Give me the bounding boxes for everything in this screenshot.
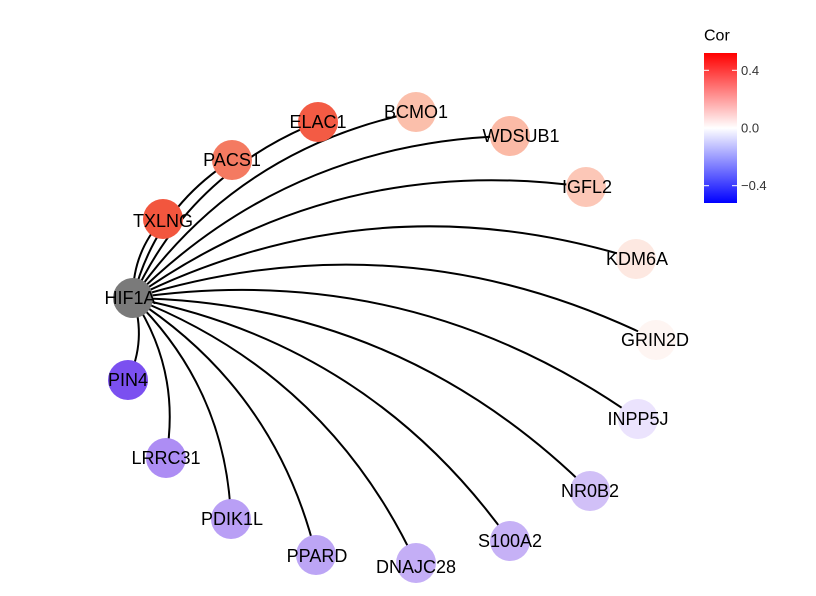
node-circle[interactable] (566, 167, 606, 207)
hub-node[interactable]: HIF1A (104, 278, 156, 318)
node-label: PACS1 (203, 150, 261, 170)
hub-label: HIF1A (104, 288, 155, 308)
node-circle[interactable] (298, 102, 338, 142)
node-label: INPP5J (607, 409, 668, 429)
edge-inpp5j (132, 288, 639, 420)
node-circle[interactable] (396, 92, 436, 132)
hub-circle[interactable] (113, 278, 153, 318)
node-label: LRRC31 (131, 448, 200, 468)
edge-dnajc28 (132, 297, 417, 564)
node-label: DNAJC28 (376, 557, 456, 577)
node-grin2d[interactable]: GRIN2D (621, 320, 689, 360)
edge-bcmo1 (132, 111, 417, 299)
node-wdsub1[interactable]: WDSUB1 (482, 116, 560, 156)
node-circle[interactable] (616, 239, 656, 279)
edge-lrrc31 (132, 297, 171, 459)
node-circle[interactable] (108, 360, 148, 400)
node-circle[interactable] (570, 471, 610, 511)
legend-ticks: 0.4 0.0 −0.4 (704, 63, 767, 193)
node-ppard[interactable]: PPARD (287, 535, 348, 575)
edge-s100a2 (132, 297, 511, 542)
legend-tick-label: −0.4 (741, 178, 767, 193)
node-circle[interactable] (636, 320, 676, 360)
node-label: GRIN2D (621, 330, 689, 350)
node-circle[interactable] (296, 535, 336, 575)
node-kdm6a[interactable]: KDM6A (606, 239, 668, 279)
edges (127, 111, 657, 564)
node-label: WDSUB1 (482, 126, 559, 146)
node-igfl2[interactable]: IGFL2 (562, 167, 612, 207)
node-label: PPARD (287, 546, 348, 566)
legend-colorbar (704, 53, 737, 203)
node-circle[interactable] (618, 399, 658, 439)
node-label: ELAC1 (289, 112, 346, 132)
edge-nr0b2 (132, 297, 591, 492)
legend-tick-label: 0.0 (741, 121, 759, 136)
legend-title: Cor (704, 28, 730, 45)
edge-kdm6a (132, 225, 637, 299)
node-label: BCMO1 (384, 102, 448, 122)
node-circle[interactable] (143, 199, 183, 239)
node-s100a2[interactable]: S100A2 (478, 521, 542, 561)
node-circle[interactable] (490, 116, 530, 156)
node-label: PDIK1L (201, 509, 263, 529)
node-label: S100A2 (478, 531, 542, 551)
node-pdik1l[interactable]: PDIK1L (201, 499, 263, 539)
node-circle[interactable] (146, 438, 186, 478)
node-elac1[interactable]: ELAC1 (289, 102, 347, 142)
node-lrrc31[interactable]: LRRC31 (131, 438, 201, 478)
node-circle[interactable] (396, 543, 436, 583)
node-circle[interactable] (211, 499, 251, 539)
node-label: KDM6A (606, 249, 668, 269)
node-pacs1[interactable]: PACS1 (203, 140, 261, 180)
color-legend: Cor 0.4 0.0 −0.4 (704, 28, 767, 203)
node-bcmo1[interactable]: BCMO1 (384, 92, 448, 132)
edge-igfl2 (132, 179, 587, 299)
edge-grin2d (132, 263, 657, 341)
node-nr0b2[interactable]: NR0B2 (561, 471, 619, 511)
node-txlng[interactable]: TXLNG (133, 199, 193, 239)
node-label: TXLNG (133, 211, 193, 231)
legend-tick-label: 0.4 (741, 63, 759, 78)
node-label: PIN4 (108, 370, 148, 390)
edge-elac1 (132, 121, 319, 299)
node-label: IGFL2 (562, 177, 612, 197)
node-inpp5j[interactable]: INPP5J (607, 399, 669, 439)
edge-pdik1l (132, 297, 232, 520)
edge-wdsub1 (132, 135, 511, 299)
target-nodes: TXLNG PACS1 ELAC1 BCMO1 WDSUB1 IGFL2 KDM6A GRIN… (108, 92, 689, 583)
node-circle[interactable] (212, 140, 252, 180)
edge-ppard (132, 297, 317, 556)
node-circle[interactable] (490, 521, 530, 561)
node-dnajc28[interactable]: DNAJC28 (376, 543, 456, 583)
node-label: NR0B2 (561, 481, 619, 501)
node-pin4[interactable]: PIN4 (108, 360, 148, 400)
